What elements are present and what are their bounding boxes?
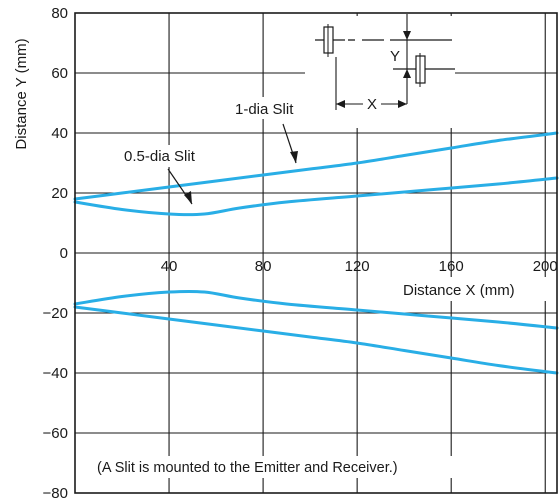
y-tick-label: −60 <box>43 425 68 442</box>
series-line-1-dia-slit-lower <box>73 305 559 375</box>
series-line-0-5-dia-slit-lower <box>73 289 559 330</box>
x-axis-label-bg <box>396 277 554 301</box>
series-1-label: 1-dia Slit <box>235 101 294 118</box>
inset-y-label: Y <box>390 48 400 65</box>
y-tick-label: −80 <box>43 485 68 498</box>
y-tick-label: −40 <box>43 365 68 382</box>
x-axis-label: Distance X (mm) <box>403 282 515 299</box>
series-2-label: 0.5-dia Slit <box>124 148 196 165</box>
y-tick-label: 80 <box>51 5 68 22</box>
y-tick-label: −20 <box>43 305 68 322</box>
y-tick-label: 0 <box>60 245 68 262</box>
note-bg <box>90 456 528 478</box>
chart-note: (A Slit is mounted to the Emitter and Re… <box>97 460 398 476</box>
series-label-0.5-dia: 0.5-dia Slit <box>120 145 225 205</box>
y-axis-label: Distance Y (mm) <box>13 38 30 149</box>
x-tick-label: 40 <box>161 258 178 275</box>
plot-frame <box>74 12 558 494</box>
series-line-1-dia-slit-upper <box>73 131 559 201</box>
series-label-1-dia: 1-dia Slit <box>230 97 312 164</box>
y-tick-label: 40 <box>51 125 68 142</box>
x-tick-label: 80 <box>255 258 272 275</box>
x-tick-label: 160 <box>439 258 464 275</box>
inset-x-label: X <box>367 96 377 113</box>
x-tick-label: 120 <box>345 258 370 275</box>
series-curves <box>73 131 559 375</box>
x-tick-label: 200 <box>533 258 558 275</box>
y-tick-label: 60 <box>51 65 68 82</box>
inset-diagram: Y X <box>305 14 455 128</box>
series-line-0-5-dia-slit-upper <box>73 176 559 217</box>
y-tick-label: 20 <box>51 185 68 202</box>
